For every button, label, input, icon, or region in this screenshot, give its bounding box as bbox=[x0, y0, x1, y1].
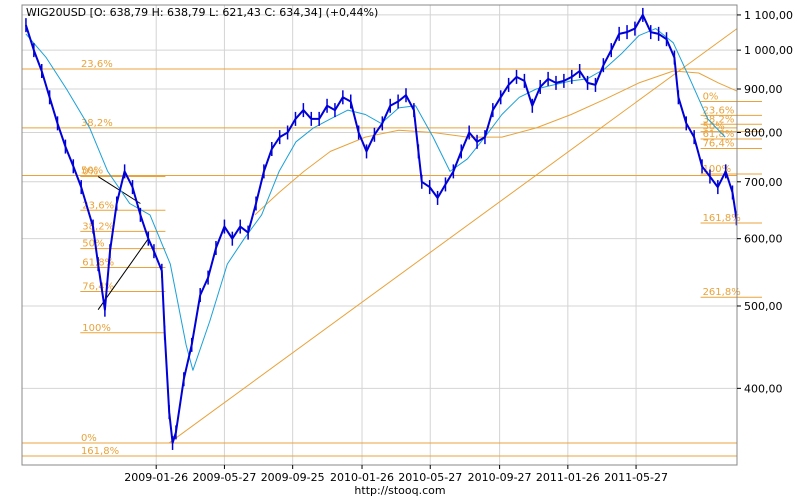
fib-level-label: 0% bbox=[81, 433, 97, 444]
fib-level-label: 50% bbox=[81, 166, 103, 177]
y-axis: 400,00 500,00 600,00 700,00 800,00 900,00 1 00… bbox=[737, 9, 793, 395]
chart-header: WIG20USD [O: 638,79 H: 638,79 L: 621,43 … bbox=[26, 6, 378, 19]
x-tick-label: 2010-09-27 bbox=[468, 471, 532, 484]
fib-level-label: 0% bbox=[82, 167, 98, 178]
y-tick-label: 400,00 bbox=[744, 382, 783, 395]
fib-level-label: 38,2% bbox=[82, 221, 114, 232]
price-series-line bbox=[24, 13, 738, 444]
fib-level-label: 261,8% bbox=[703, 287, 741, 298]
fib-level-label: 61,8% bbox=[703, 129, 735, 140]
gridlines bbox=[22, 5, 737, 465]
x-tick-label: 2009-05-27 bbox=[192, 471, 256, 484]
fib-level-label: 100% bbox=[703, 164, 732, 175]
x-tick-label: 2009-01-26 bbox=[124, 471, 188, 484]
fib-level-label: 50% bbox=[82, 239, 104, 250]
y-tick-label: 1 000,00 bbox=[744, 44, 793, 57]
fib-level-label: 23,6% bbox=[82, 200, 114, 211]
fibonacci-levels: 0%23,6%38,2%50%161,8%0%23,6%38,2%50%61,8… bbox=[22, 59, 762, 457]
x-tick-label: 2011-05-27 bbox=[604, 471, 668, 484]
y-tick-label: 700,00 bbox=[744, 176, 783, 189]
fib-level-label: 161,8% bbox=[703, 213, 741, 224]
trendline bbox=[168, 28, 738, 444]
x-tick-label: 2009-09-25 bbox=[261, 471, 325, 484]
x-tick-label: 2011-01-26 bbox=[536, 471, 600, 484]
fib-level-label: 38,2% bbox=[81, 118, 113, 129]
y-tick-label: 1 100,00 bbox=[744, 9, 793, 22]
moving-average-line bbox=[254, 70, 738, 216]
y-tick-label: 800,00 bbox=[744, 126, 783, 139]
x-axis: 2009-01-26 2009-05-27 2009-09-25 2010-01-26… bbox=[124, 465, 668, 484]
fib-level-label: 23,6% bbox=[703, 105, 735, 116]
fib-level-label: 38,2% bbox=[703, 114, 735, 125]
fib-level-label: 50% bbox=[703, 122, 725, 133]
fib-level-label: 100% bbox=[82, 323, 111, 334]
plot-frame bbox=[21, 4, 738, 466]
fib-level-label: 0% bbox=[703, 92, 719, 103]
y-tick-label: 900,00 bbox=[744, 83, 783, 96]
y-tick-label: 500,00 bbox=[744, 300, 783, 313]
fib-level-label: 76,4% bbox=[82, 282, 114, 293]
source-link[interactable]: http://stooq.com bbox=[354, 484, 445, 497]
fib-level-label: 161,8% bbox=[81, 446, 119, 457]
x-tick-label: 2010-01-26 bbox=[330, 471, 394, 484]
series-layer bbox=[24, 7, 738, 450]
y-tick-label: 600,00 bbox=[744, 233, 783, 246]
fib-level-label: 23,6% bbox=[81, 59, 113, 70]
fib-level-label: 76,4% bbox=[703, 139, 735, 150]
x-tick-label: 2010-05-27 bbox=[398, 471, 462, 484]
